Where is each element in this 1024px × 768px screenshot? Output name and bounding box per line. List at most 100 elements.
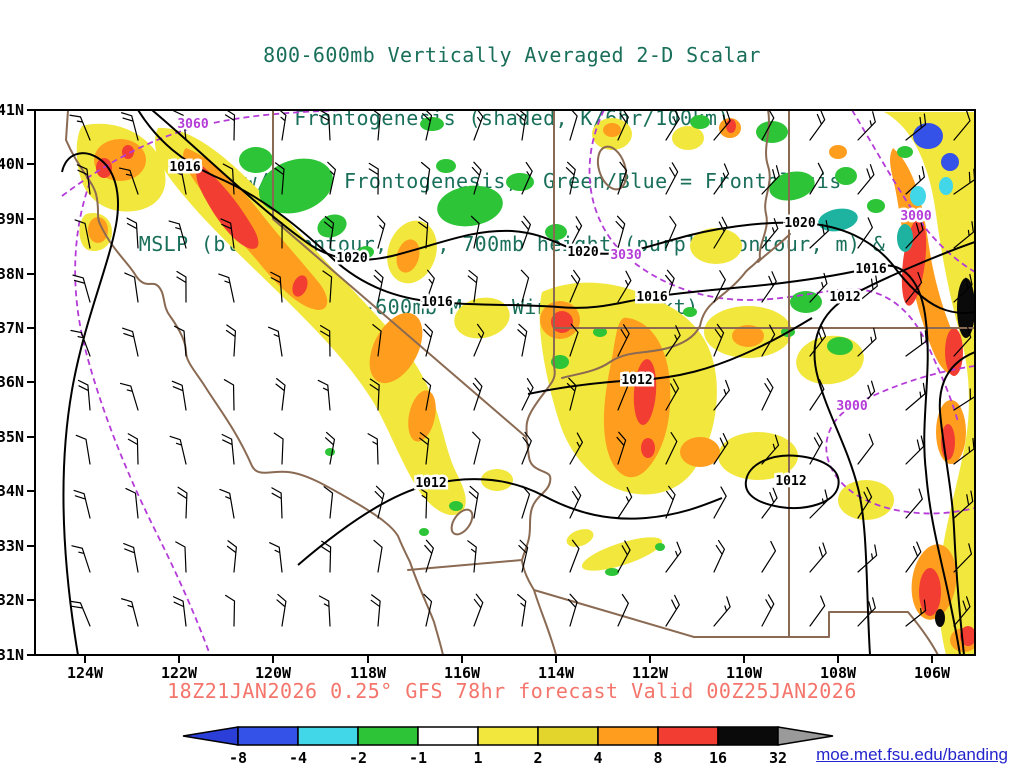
latitude-axis-labels-part: 36N xyxy=(0,373,24,391)
height-contours-700mb-part xyxy=(851,110,975,273)
wind-barbs-part xyxy=(713,270,726,303)
wind-barbs-part xyxy=(665,485,676,519)
wind-barbs-part xyxy=(953,437,975,465)
wind-barbs-part xyxy=(72,274,91,303)
wind-barbs-part xyxy=(317,379,331,411)
wind-barbs-part xyxy=(761,487,778,519)
mslp-contour-labels-part: 1020 xyxy=(567,245,598,260)
shading-cyan-part xyxy=(910,186,926,206)
shading-orange-part xyxy=(396,239,420,273)
shading-yellow-part xyxy=(566,529,594,547)
salton-sea xyxy=(450,508,474,536)
wind-barbs-part xyxy=(275,378,286,411)
longitude-axis-labels-part: 118W xyxy=(350,664,387,682)
shading-yellow-part xyxy=(884,112,975,655)
latitude-axis-labels-part: 33N xyxy=(0,537,24,555)
wind-barbs-part xyxy=(121,112,139,141)
shading-green-part xyxy=(593,327,607,337)
latitude-axis-labels: 41N 40N 39N 38N 37N 36N 35N 34N 33N 32N … xyxy=(0,101,24,664)
wind-barbs-part xyxy=(472,377,483,411)
wind-barbs-part xyxy=(617,161,628,195)
shading-red-part xyxy=(196,164,259,249)
height-contour-labels-part: 3000 xyxy=(900,209,931,224)
wind-barbs-part xyxy=(905,541,922,573)
colorbar-tick-labels-part: -8 xyxy=(229,749,247,767)
wind-barbs-part xyxy=(905,330,927,357)
shading-orange-part xyxy=(829,145,847,159)
frontogenesis-shading xyxy=(76,112,975,655)
wind-barbs-part xyxy=(324,431,336,465)
shading-blue-part xyxy=(913,123,943,149)
wind-barbs-part xyxy=(175,541,187,573)
wind-barbs-part xyxy=(905,488,923,519)
mslp-contour-labels-part: 1012 xyxy=(775,474,806,489)
wind-barbs-part xyxy=(761,594,775,627)
wind-barbs-part xyxy=(368,162,379,195)
longitude-axis-labels-part: 112W xyxy=(632,664,669,682)
wind-barbs-part xyxy=(617,324,630,357)
shading-red-part xyxy=(945,328,963,376)
wind-barbs-part xyxy=(71,545,91,573)
wind-barbs-part xyxy=(665,325,681,357)
wind-barbs-part xyxy=(222,163,235,195)
shading-green-part xyxy=(420,117,444,131)
mslp-contours-part xyxy=(61,152,119,655)
wind-barbs-part xyxy=(69,600,91,627)
shading-green-part xyxy=(358,246,374,258)
wind-barbs-part xyxy=(857,217,873,249)
mslp-contour-labels-part: 1020 xyxy=(784,216,815,231)
wind-barbs-part xyxy=(218,273,235,303)
wind-barbs-part xyxy=(373,269,384,303)
wind-barbs-part xyxy=(617,593,629,627)
shading-teal xyxy=(818,208,913,252)
mslp-contours-part xyxy=(744,454,840,509)
colorbar-tick-labels: -8 -4 -2 -1 1 2 4 8 16 32 xyxy=(229,749,787,767)
wind-barbs-part xyxy=(521,485,531,519)
mslp-contour-labels-part: 1012 xyxy=(829,290,860,305)
wind-barbs-part xyxy=(223,379,235,411)
wind-barbs-part xyxy=(319,325,331,357)
wind-barbs-part xyxy=(318,110,331,141)
arizona-mexico-border xyxy=(521,560,939,655)
wind-barbs-part xyxy=(74,219,91,249)
shading-green-part xyxy=(436,159,456,173)
wind-barbs-part xyxy=(809,595,826,627)
wind-barbs-part xyxy=(422,110,433,141)
mslp-contour-labels-part: 1016 xyxy=(169,160,200,175)
wind-barbs-part xyxy=(370,594,381,627)
shading-blue xyxy=(913,123,959,171)
mslp-contour-labels: 1016 1020 1020 1020 1016 1016 1016 1012 … xyxy=(167,158,889,494)
mslp-contours xyxy=(61,110,975,655)
wind-barbs-part xyxy=(953,273,973,303)
wind-barbs-part xyxy=(857,164,875,195)
wind-barbs-part xyxy=(761,540,777,573)
mslp-contour-labels-part: 1016 xyxy=(855,262,886,277)
longitude-axis-labels-part: 110W xyxy=(726,664,763,682)
wind-barbs-part xyxy=(321,540,332,573)
wind-barbs-part xyxy=(665,541,682,573)
wind-barbs-part xyxy=(171,380,187,411)
axis-ticks xyxy=(27,109,933,663)
latitude-axis-labels-part: 40N xyxy=(0,155,24,173)
wind-barbs-part xyxy=(761,378,774,411)
height-contours-700mb-part xyxy=(61,110,345,197)
wind-barbs-part xyxy=(75,434,91,465)
gulf-of-california-coast xyxy=(533,589,557,655)
wind-barbs-part xyxy=(665,378,680,411)
wind-barbs-part xyxy=(226,540,238,573)
wind-barbs-part xyxy=(323,486,334,519)
shading-red-part xyxy=(292,275,308,297)
wind-barbs-part xyxy=(369,378,380,411)
wind-barbs-part xyxy=(569,323,579,357)
wind-barbs-part xyxy=(267,326,283,357)
wind-barbs-part xyxy=(857,275,878,303)
wind-barbs-part xyxy=(121,598,139,627)
wind-barbs-part xyxy=(424,539,434,573)
wind-barbs-part xyxy=(374,485,385,519)
wind-barbs-part xyxy=(809,272,828,303)
shading-yellow-part xyxy=(581,537,663,571)
height-contour-labels-part: 3030 xyxy=(610,248,641,263)
wind-barbs-part xyxy=(423,593,433,627)
wind-barbs-part xyxy=(857,380,876,411)
source-website-link[interactable]: moe.met.fsu.edu/banding xyxy=(816,745,1008,764)
